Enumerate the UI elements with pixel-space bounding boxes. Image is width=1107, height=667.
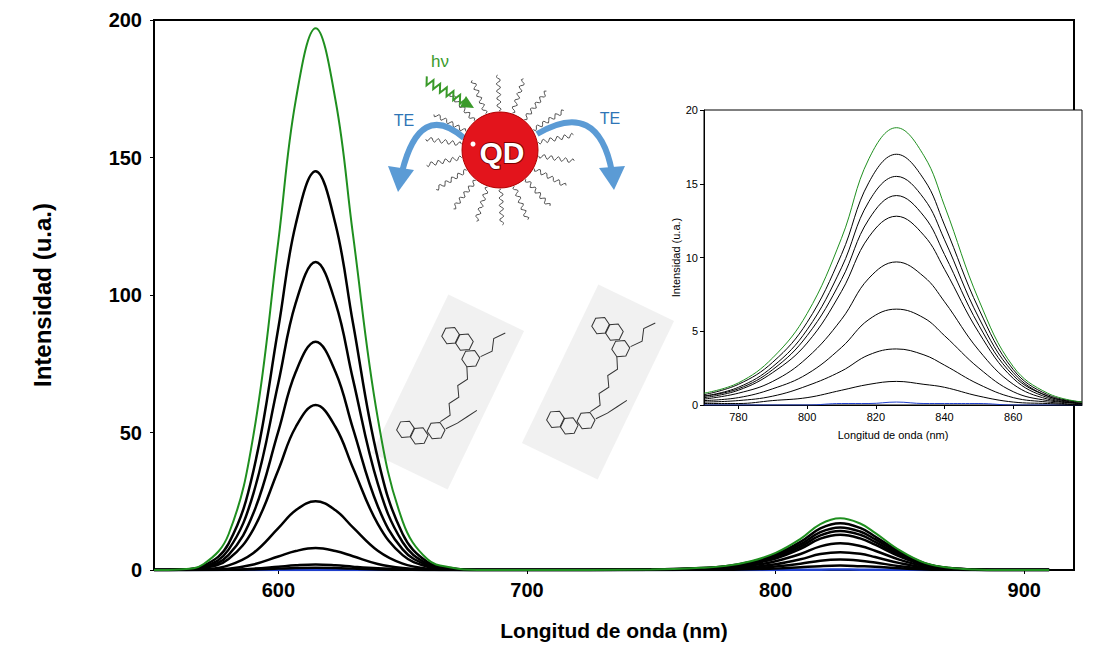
svg-text:Intensidad (u.a.): Intensidad (u.a.) — [670, 218, 682, 298]
svg-text:200: 200 — [109, 9, 142, 31]
svg-text:Longitud de onda (nm): Longitud de onda (nm) — [838, 429, 949, 441]
svg-text:15: 15 — [686, 178, 698, 190]
svg-text:780: 780 — [729, 411, 747, 423]
svg-text:50: 50 — [120, 422, 142, 444]
svg-text:800: 800 — [759, 579, 792, 601]
svg-text:5: 5 — [692, 325, 698, 337]
svg-text:840: 840 — [935, 411, 953, 423]
svg-text:800: 800 — [798, 411, 816, 423]
svg-text:100: 100 — [109, 284, 142, 306]
svg-text:TE: TE — [600, 110, 620, 127]
svg-text:20: 20 — [686, 104, 698, 116]
svg-text:10: 10 — [686, 252, 698, 264]
svg-text:820: 820 — [867, 411, 885, 423]
svg-text:Longitud de onda (nm): Longitud de onda (nm) — [500, 619, 727, 642]
svg-text:860: 860 — [1004, 411, 1022, 423]
svg-text:150: 150 — [109, 147, 142, 169]
svg-text:0: 0 — [131, 559, 142, 581]
svg-text:900: 900 — [1008, 579, 1041, 601]
svg-text:0: 0 — [692, 399, 698, 411]
svg-text:600: 600 — [262, 579, 295, 601]
svg-text:TE: TE — [394, 112, 414, 129]
svg-text:QD: QD — [480, 136, 525, 169]
svg-text:700: 700 — [510, 579, 543, 601]
svg-text:hν: hν — [431, 52, 449, 71]
svg-text:Intensidad (u.a.): Intensidad (u.a.) — [29, 203, 56, 387]
